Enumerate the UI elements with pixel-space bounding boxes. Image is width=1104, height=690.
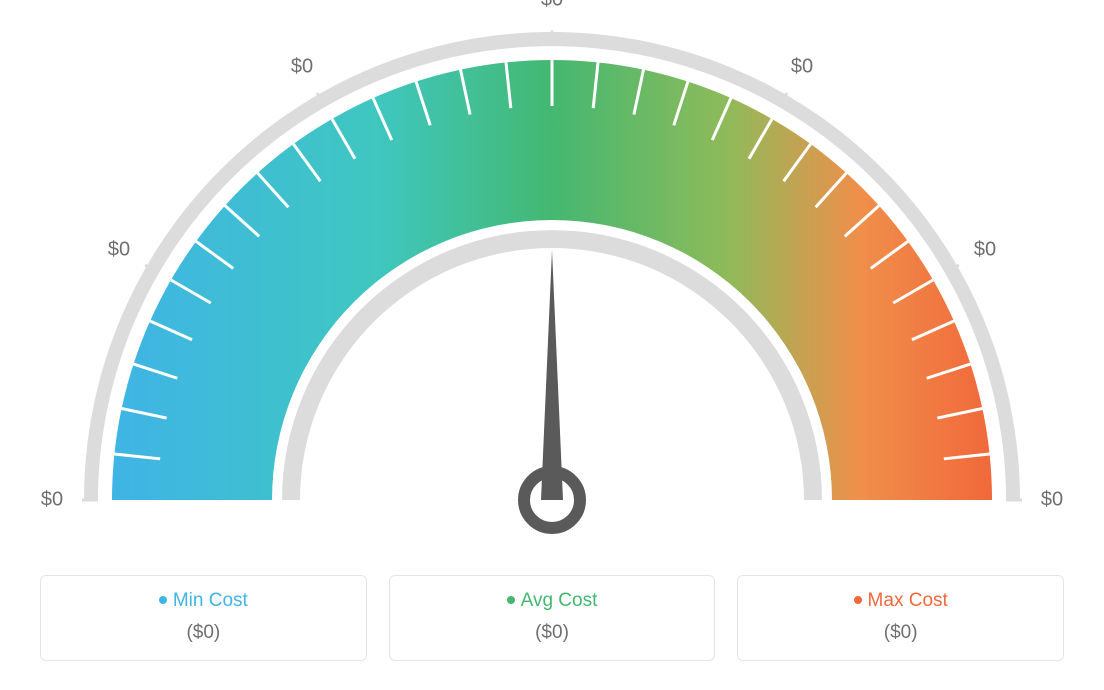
gauge-tick-label: $0: [41, 489, 63, 512]
legend-title-avg: Avg Cost: [400, 590, 705, 612]
legend-card-max: Max Cost ($0): [737, 575, 1064, 661]
legend-row: Min Cost ($0) Avg Cost ($0) Max Cost ($0…: [40, 575, 1064, 661]
legend-value-avg: ($0): [400, 622, 705, 644]
gauge-svg: [0, 0, 1104, 560]
legend-title-max: Max Cost: [748, 590, 1053, 612]
legend-label: Max Cost: [868, 590, 948, 611]
gauge-chart: $0 $0 $0 $0 $0 $0 $0: [0, 0, 1104, 560]
legend-label: Min Cost: [173, 590, 248, 611]
gauge-tick-label: $0: [291, 55, 313, 78]
gauge-tick-label: $0: [1041, 489, 1063, 512]
gauge-tick-label: $0: [974, 239, 996, 262]
gauge-tick-label: $0: [541, 0, 563, 12]
dot-icon: [854, 596, 862, 604]
legend-value-min: ($0): [51, 622, 356, 644]
dot-icon: [507, 596, 515, 604]
legend-label: Avg Cost: [521, 590, 598, 611]
gauge-tick-label: $0: [791, 55, 813, 78]
legend-card-min: Min Cost ($0): [40, 575, 367, 661]
legend-card-avg: Avg Cost ($0): [389, 575, 716, 661]
legend-title-min: Min Cost: [51, 590, 356, 612]
dot-icon: [159, 596, 167, 604]
gauge-tick-label: $0: [108, 239, 130, 262]
legend-value-max: ($0): [748, 622, 1053, 644]
